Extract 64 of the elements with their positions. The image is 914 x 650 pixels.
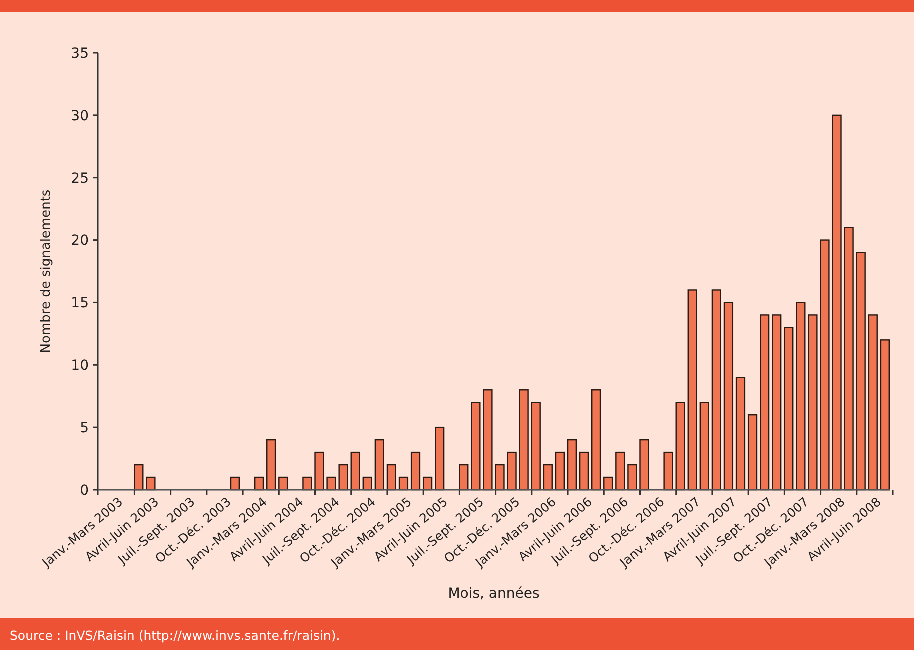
source-note: Source : InVS/Raisin (http://www.invs.sante.fr/raisin).: [10, 628, 340, 643]
bar: [531, 402, 541, 491]
bar: [422, 476, 433, 491]
bar: [362, 476, 372, 491]
y-tick-label: 15: [71, 296, 89, 312]
bar: [760, 314, 770, 491]
bar: [784, 327, 794, 491]
bar: [712, 290, 722, 491]
bar: [724, 302, 734, 491]
bar: [604, 476, 614, 491]
bar: [495, 464, 505, 491]
bar: [567, 439, 578, 491]
bar: [832, 114, 842, 491]
y-tick-label: 25: [71, 170, 89, 187]
bar: [640, 439, 650, 491]
y-tick-label: 5: [80, 420, 89, 436]
y-axis-title: Nombre de signalements: [39, 190, 54, 354]
bar: [579, 452, 590, 491]
bar: [254, 476, 264, 491]
bar: [820, 240, 830, 491]
bar: [386, 464, 397, 491]
y-tick-label: 0: [80, 482, 89, 499]
bar: [435, 426, 445, 491]
bar: [880, 340, 890, 491]
bar: [146, 476, 156, 491]
bar: [748, 414, 758, 491]
bar: [808, 314, 818, 491]
bar: [374, 439, 384, 491]
bar: [700, 402, 710, 491]
bar: [302, 476, 312, 491]
bar: [796, 302, 806, 491]
bar: [856, 252, 866, 491]
y-tick-label: 35: [71, 46, 89, 62]
bar: [314, 452, 324, 491]
bar: [230, 476, 240, 491]
bar: [471, 402, 481, 491]
bar: [459, 464, 469, 491]
bar: [664, 452, 674, 491]
bar: [868, 314, 878, 491]
bar: [736, 377, 746, 491]
bar: [278, 476, 288, 491]
bar: [676, 402, 686, 491]
x-axis-title: Mois, années: [448, 586, 540, 602]
bar: [543, 464, 553, 491]
bar: [398, 476, 409, 491]
bar: [326, 476, 336, 491]
bar: [350, 452, 360, 491]
bar: [772, 314, 782, 491]
bar: [591, 390, 602, 491]
bar: [507, 452, 517, 491]
bar: [844, 227, 854, 491]
y-tick-label: 10: [71, 358, 89, 374]
bar: [266, 439, 276, 491]
y-tick-label: 30: [71, 108, 89, 124]
bar: [338, 464, 348, 491]
bar: [555, 452, 566, 491]
bar: [616, 452, 626, 491]
bar: [483, 390, 493, 491]
bar: [134, 464, 144, 491]
bar: [688, 290, 698, 491]
bar: [628, 464, 638, 491]
bar: [410, 452, 421, 491]
bar: [519, 390, 529, 491]
y-tick-label: 20: [71, 233, 89, 250]
